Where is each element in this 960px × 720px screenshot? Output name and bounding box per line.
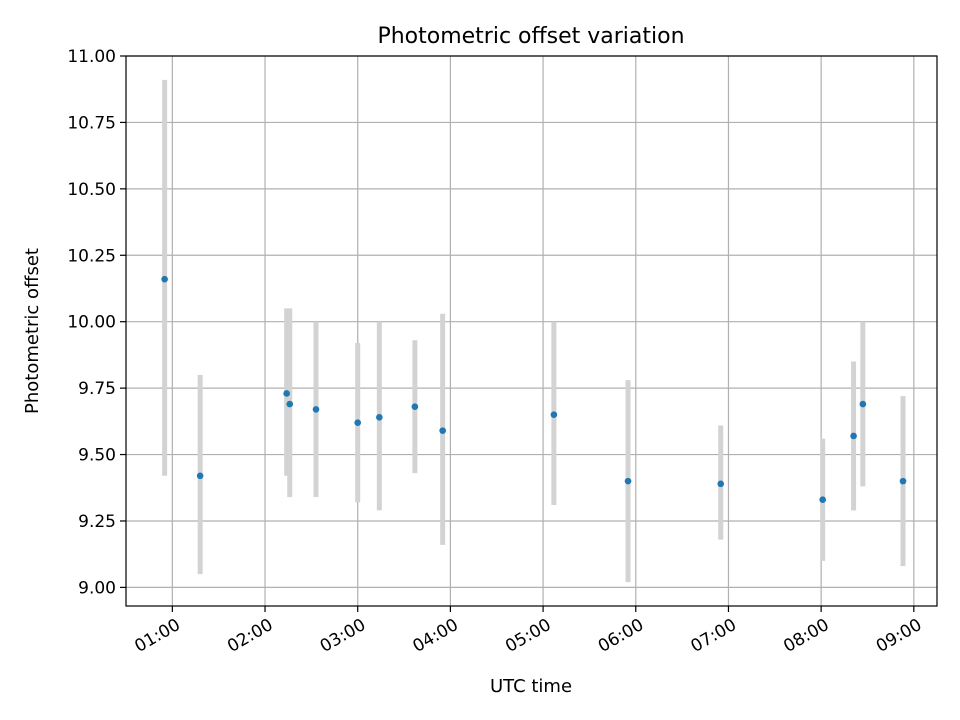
y-tick-label: 9.75 bbox=[78, 379, 116, 399]
x-axis-label: UTC time bbox=[490, 676, 572, 697]
y-tick-label: 9.25 bbox=[78, 512, 116, 532]
data-point bbox=[411, 403, 419, 411]
data-point bbox=[439, 427, 446, 434]
y-tick-label: 10.25 bbox=[67, 246, 116, 266]
data-point bbox=[161, 275, 168, 283]
data-point bbox=[354, 419, 362, 426]
data-point bbox=[286, 400, 294, 408]
data-point bbox=[819, 496, 826, 504]
y-tick-label: 11.00 bbox=[67, 47, 116, 67]
data-point bbox=[899, 477, 907, 485]
plot-frame bbox=[125, 55, 938, 607]
data-point bbox=[196, 472, 204, 480]
data-point bbox=[717, 480, 725, 488]
data-point bbox=[850, 432, 857, 440]
data-point bbox=[312, 406, 320, 413]
data-point bbox=[859, 400, 867, 408]
y-axis-ticks: 9.00 9.25 9.50 9.75 10.00 10.25 10.50 10.75 11.0… bbox=[67, 47, 126, 598]
y-tick-label: 9.00 bbox=[78, 578, 116, 598]
data-points bbox=[161, 275, 907, 504]
data-point bbox=[376, 414, 383, 421]
y-tick-label: 9.50 bbox=[78, 446, 116, 466]
data-point bbox=[283, 390, 290, 397]
y-axis-label: Photometric offset bbox=[22, 248, 43, 414]
data-point bbox=[624, 477, 632, 485]
chart-title: Photometric offset variation bbox=[377, 24, 684, 49]
y-tick-label: 10.75 bbox=[67, 113, 116, 133]
data-point bbox=[550, 411, 558, 418]
y-tick-label: 10.50 bbox=[67, 180, 116, 200]
y-tick-label: 10.00 bbox=[67, 313, 116, 333]
